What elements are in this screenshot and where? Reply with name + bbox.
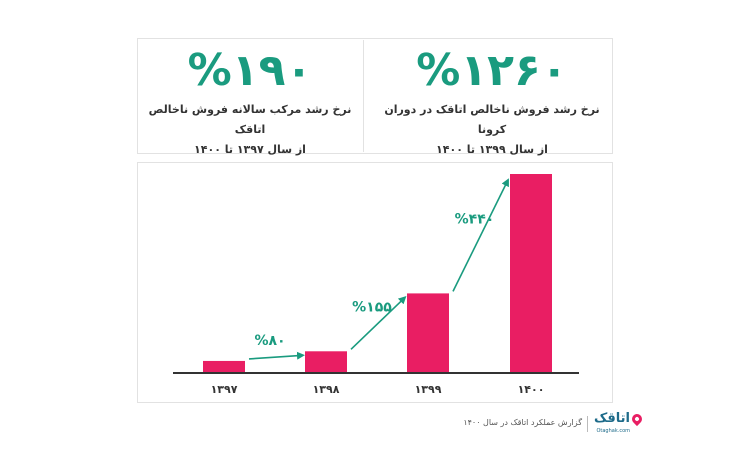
growth-arrow — [452, 178, 509, 292]
stat-description: نرخ رشد مرکب سالانه فروش ناخالص اتاقک — [148, 103, 352, 136]
stat-value: %۱۹۰ — [187, 45, 313, 96]
brand-logo: اتاقک Otaghak.com — [590, 410, 645, 438]
x-tick-label: ۱۳۹۹ — [415, 383, 442, 396]
growth-label: %۸۰ — [254, 333, 285, 349]
brand-name: اتاقک — [593, 411, 630, 426]
footer-caption: گزارش عملکرد اتاقک در سال ۱۴۰۰ — [463, 418, 582, 427]
growth-arrow — [248, 351, 305, 360]
stats-card — [137, 38, 613, 154]
bar — [407, 293, 449, 373]
bar — [305, 351, 347, 373]
x-tick-label: ۱۳۹۸ — [313, 383, 340, 396]
growth-label: %۴۴۰ — [455, 212, 495, 228]
stat-description: نرخ رشد فروش ناخالص اتاقک در دوران کرونا — [384, 103, 600, 136]
stat-value: %۱۲۶۰ — [416, 45, 568, 96]
stat-cagr: %۱۹۰ نرخ رشد مرکب سالانه فروش ناخالص اتا… — [140, 42, 360, 160]
stats-divider — [363, 40, 364, 152]
bar — [510, 174, 552, 373]
stat-covid-growth: %۱۲۶۰ نرخ رشد فروش ناخالص اتاقک در دوران… — [372, 42, 612, 160]
footer: گزارش عملکرد اتاقک در سال ۱۴۰۰ اتاقک Ota… — [463, 410, 645, 438]
growth-arrow — [350, 296, 407, 350]
footer-separator — [587, 416, 588, 432]
bar — [203, 360, 245, 373]
bar-chart: ۱۳۹۷ ۱۳۹۸ ۱۳۹۹ ۱۴۰۰ %۸۰ %۱۵۵ %۴۴۰ — [173, 174, 579, 396]
x-tick-label: ۱۳۹۷ — [211, 383, 238, 396]
brand-url: Otaghak.com — [596, 428, 630, 434]
growth-label: %۱۵۵ — [352, 299, 392, 315]
stat-period: از سال ۱۳۹۷ تا ۱۴۰۰ — [194, 143, 306, 156]
x-tick-label: ۱۴۰۰ — [518, 383, 545, 396]
stat-period: از سال ۱۳۹۹ تا ۱۴۰۰ — [436, 143, 548, 156]
location-pin-icon — [629, 411, 645, 427]
